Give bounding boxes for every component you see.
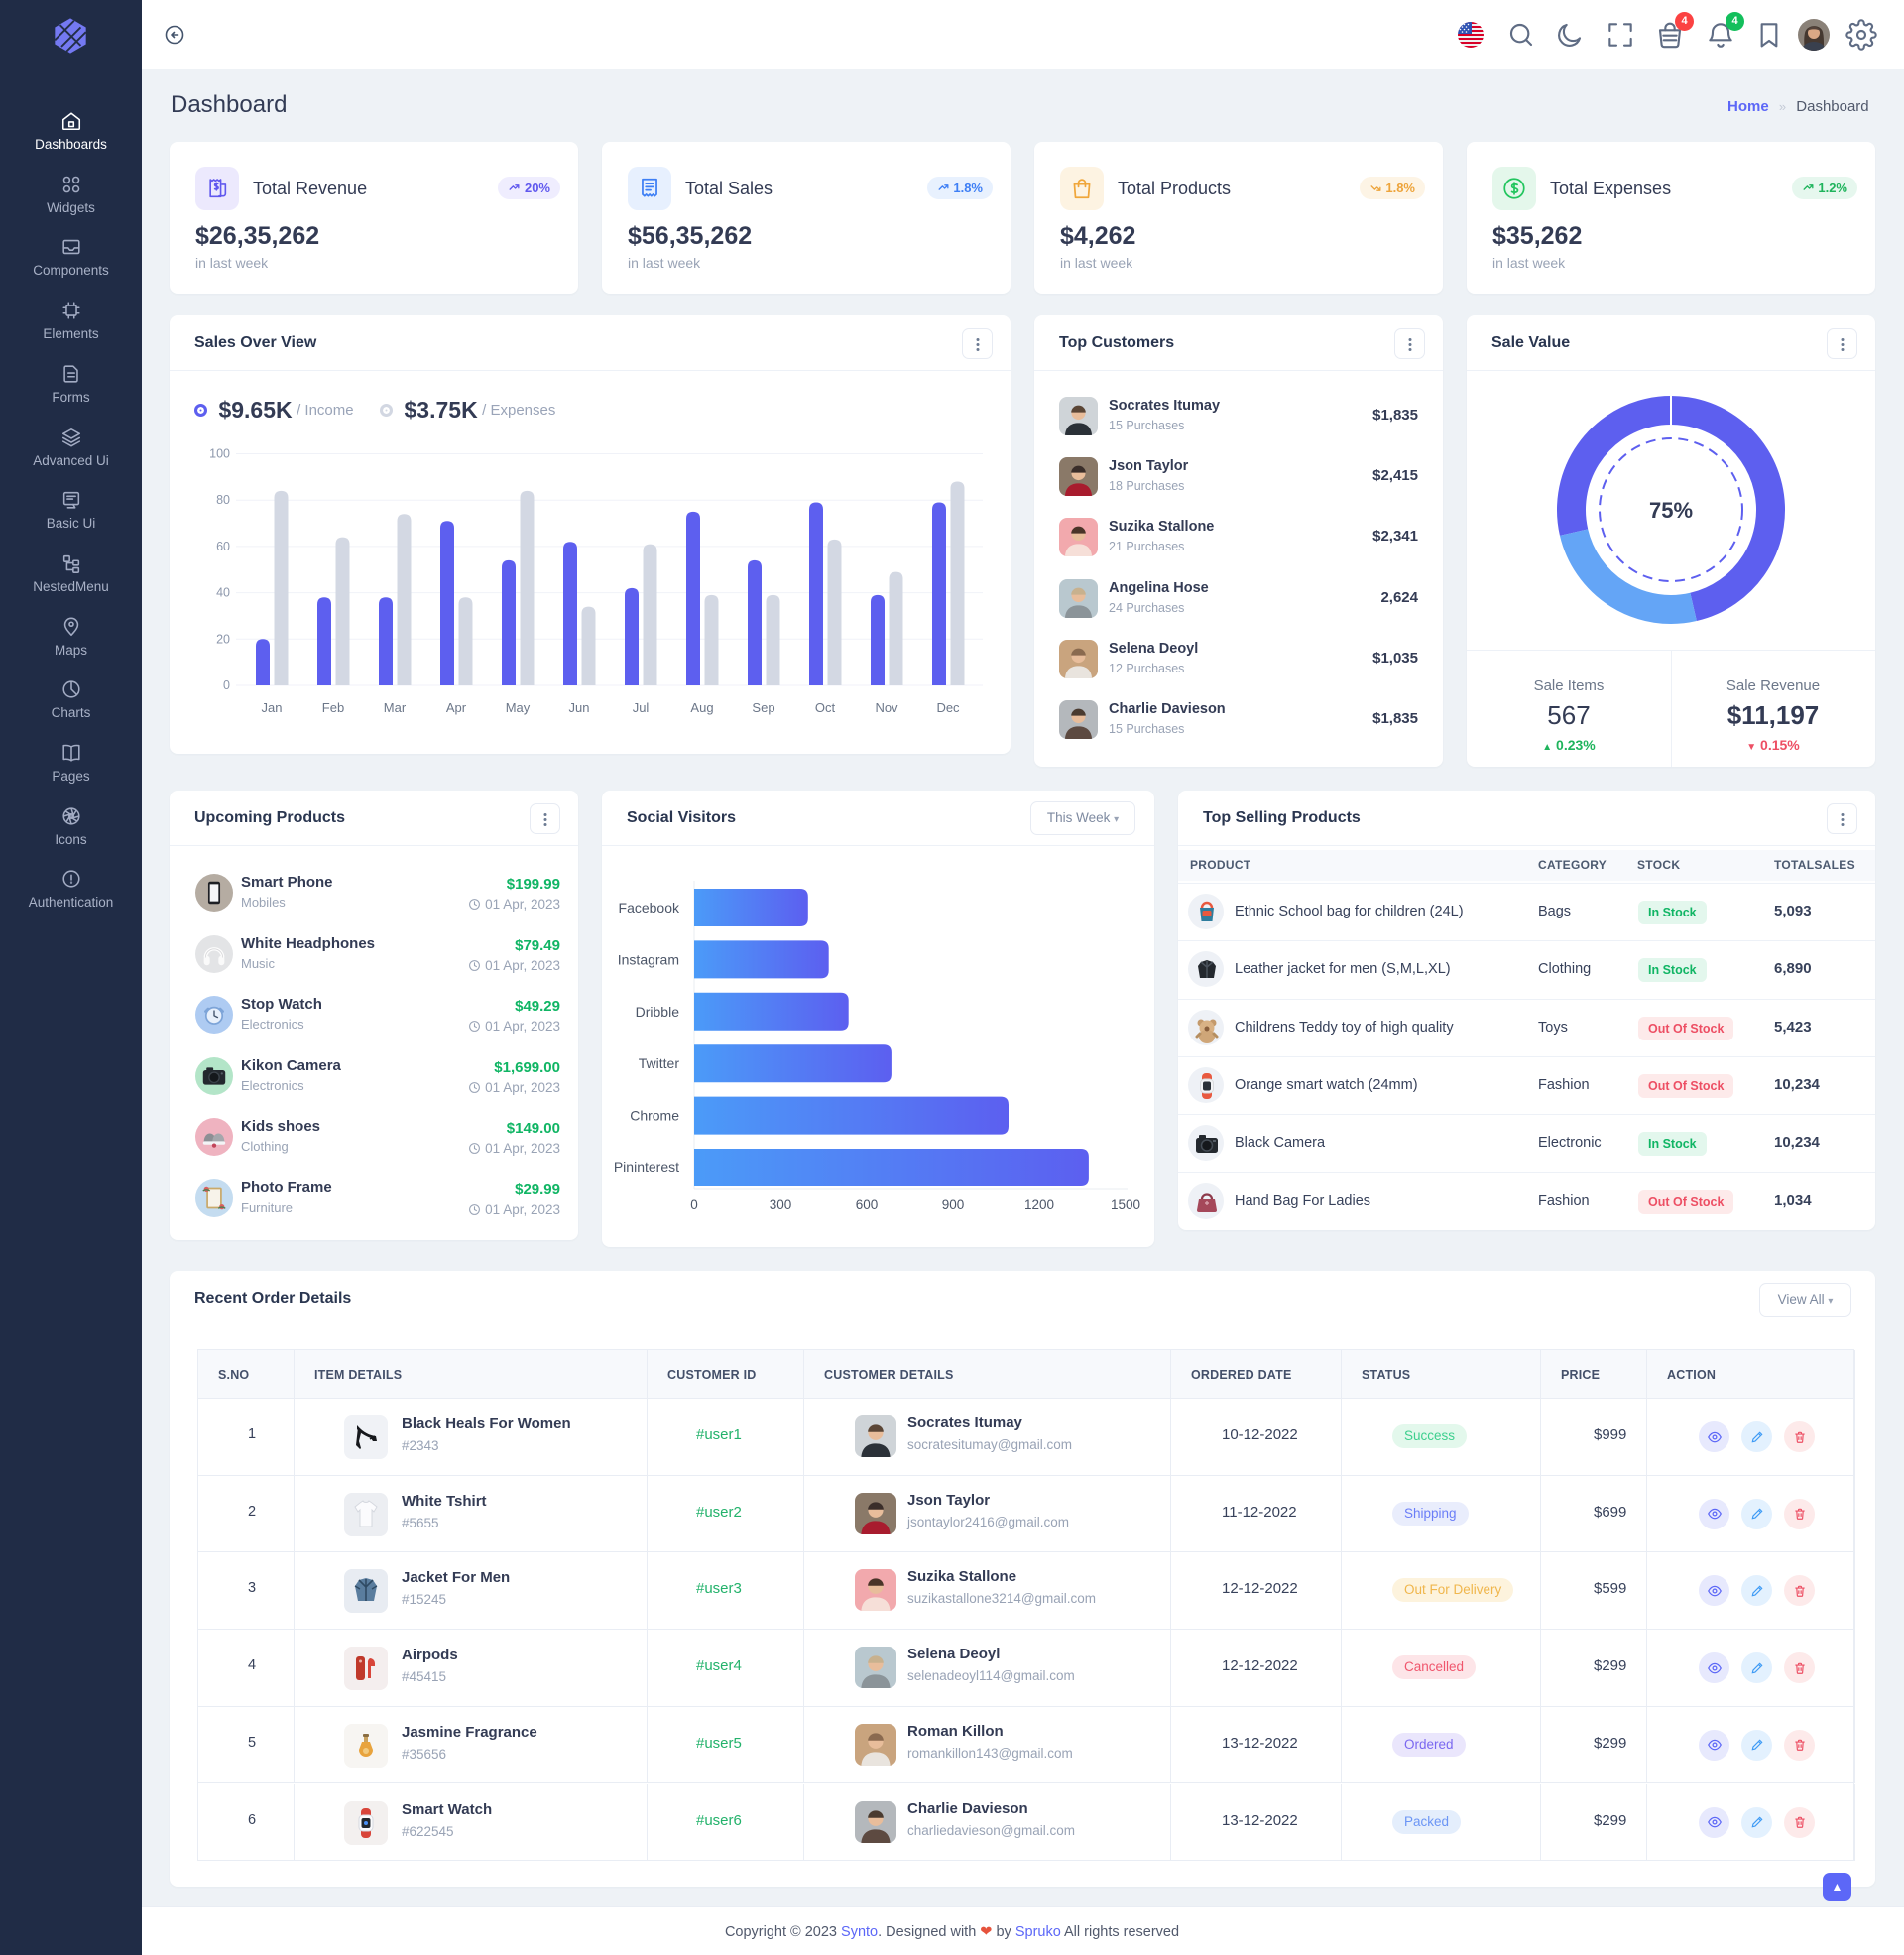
svg-text:300: 300 [770,1197,792,1212]
svg-text:Feb: Feb [322,700,344,715]
svg-text:1200: 1200 [1024,1197,1054,1212]
svg-text:60: 60 [216,540,230,553]
svg-text:600: 600 [856,1197,879,1212]
svg-text:Twitter: Twitter [639,1055,680,1071]
svg-text:1500: 1500 [1111,1197,1140,1212]
svg-text:Instagram: Instagram [618,951,679,967]
svg-text:100: 100 [209,447,230,461]
svg-text:Apr: Apr [446,700,467,715]
svg-text:0: 0 [690,1197,698,1212]
svg-text:Pininterest: Pininterest [614,1160,679,1175]
svg-text:May: May [506,700,531,715]
svg-text:Aug: Aug [690,700,713,715]
svg-text:Dec: Dec [936,700,960,715]
svg-text:Jul: Jul [633,700,650,715]
svg-text:80: 80 [216,493,230,507]
svg-text:900: 900 [942,1197,965,1212]
svg-text:Oct: Oct [815,700,836,715]
svg-text:Jun: Jun [569,700,590,715]
svg-text:0: 0 [223,678,230,692]
svg-text:75%: 75% [1649,498,1693,523]
svg-text:40: 40 [216,586,230,600]
svg-text:Dribble: Dribble [636,1004,680,1020]
svg-text:Nov: Nov [875,700,898,715]
svg-text:Facebook: Facebook [619,900,680,916]
svg-text:Chrome: Chrome [630,1108,679,1124]
svg-text:Jan: Jan [262,700,283,715]
svg-text:Mar: Mar [384,700,407,715]
svg-text:20: 20 [216,632,230,646]
svg-text:Sep: Sep [752,700,774,715]
